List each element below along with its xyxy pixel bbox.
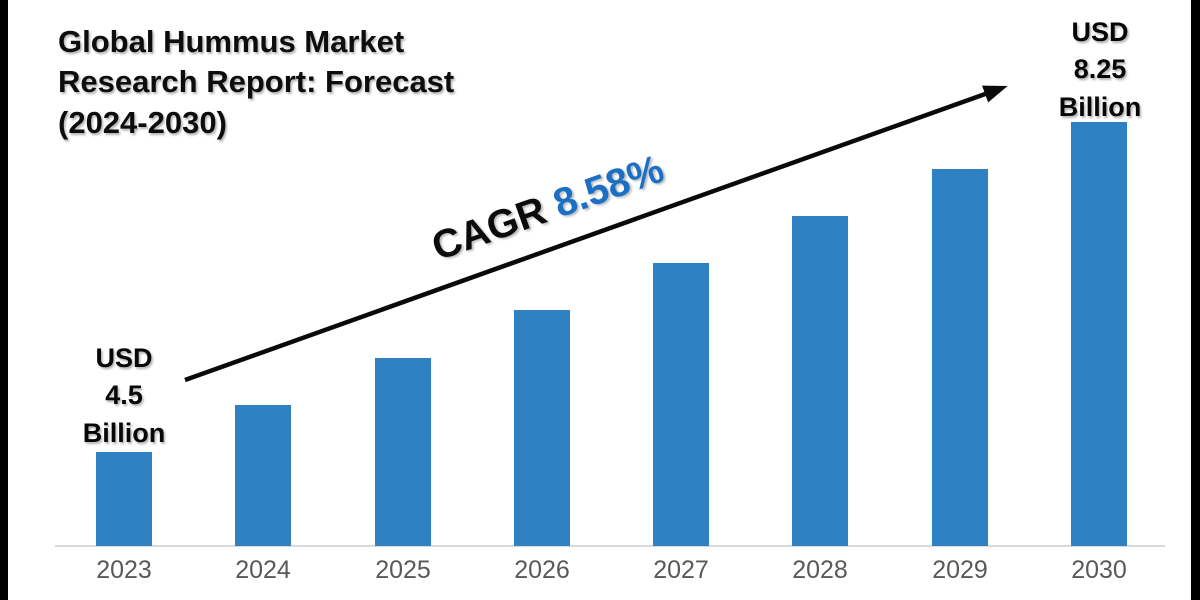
left-black-border <box>0 0 8 600</box>
bar-2023 <box>96 452 152 546</box>
x-tick-2025: 2025 <box>375 556 431 584</box>
bar-2028 <box>792 216 848 546</box>
x-tick-2027: 2027 <box>653 556 709 584</box>
cagr-label: CAGR 8.58% <box>399 137 697 280</box>
bar-2027 <box>653 263 709 546</box>
x-axis-line <box>55 545 1165 547</box>
x-tick-2024: 2024 <box>235 556 291 584</box>
x-tick-2023: 2023 <box>96 556 152 584</box>
x-tick-2026: 2026 <box>514 556 570 584</box>
bar-2029 <box>932 169 988 546</box>
end-value-label: USD 8.25 Billion <box>1058 17 1142 122</box>
right-black-border <box>1191 0 1200 600</box>
cagr-prefix: CAGR <box>426 184 563 270</box>
chart-title: Global Hummus Market Research Report: Fo… <box>58 24 455 140</box>
x-tick-2028: 2028 <box>792 556 848 584</box>
bar-2024 <box>235 405 291 546</box>
x-tick-2030: 2030 <box>1071 556 1127 584</box>
x-tick-2029: 2029 <box>932 556 988 584</box>
bar-2026 <box>514 310 570 546</box>
cagr-value: 8.58% <box>547 146 670 227</box>
bar-2030 <box>1071 122 1127 546</box>
bar-2025 <box>375 358 431 546</box>
start-value-label: USD 4.5 Billion <box>82 343 166 448</box>
